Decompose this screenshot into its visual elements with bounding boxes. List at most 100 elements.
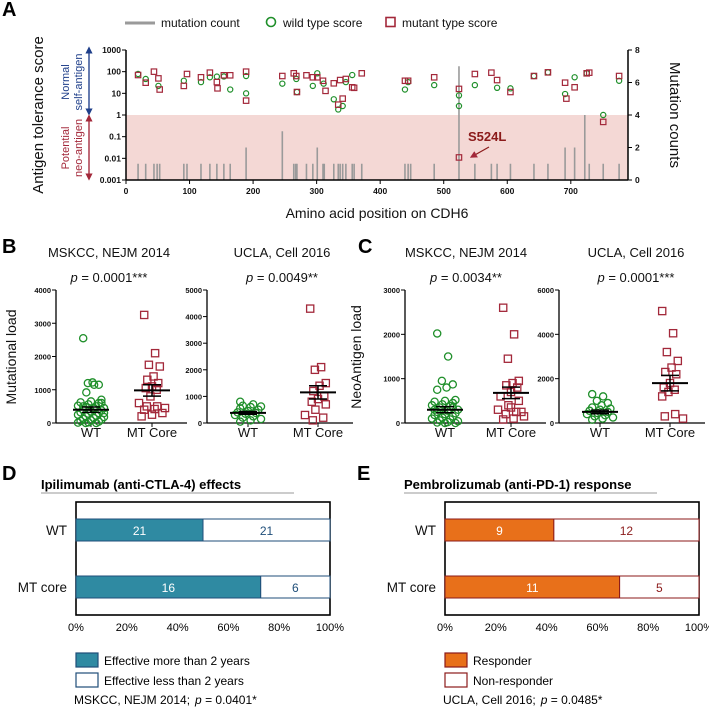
mutant-type-point (530, 72, 538, 80)
p-value-text: = 0.0049** (253, 270, 318, 285)
x-tick-label: 20% (116, 622, 138, 634)
y-tick-label: 0 (550, 419, 554, 428)
y-tick-label: 6000 (537, 286, 554, 295)
wt-point (83, 378, 93, 388)
legend-wild-label: wild type score (282, 16, 363, 30)
y-tick-label: 3000 (34, 319, 51, 328)
mt-point (318, 413, 328, 422)
mt-point (501, 409, 511, 419)
mutant-type-point (313, 73, 321, 81)
category-label: MT Core (293, 425, 343, 440)
panel-label-d: D (2, 463, 16, 485)
mutant-type-point (334, 101, 342, 108)
subplot-title: UCLA, Cell 2016 (234, 245, 331, 260)
mutant-type-point (319, 77, 327, 85)
footnote-source: MSKCC, NEJM 2014; (74, 693, 190, 707)
wt-point (99, 412, 109, 422)
wt-point (437, 376, 447, 386)
bar-value: 16 (162, 581, 176, 595)
panel-a: mutation count wild type score mutant ty… (30, 16, 683, 221)
subplot-title: UCLA, Cell 2016 (588, 245, 685, 260)
bar-value: 21 (260, 524, 274, 538)
mutant-type-point (471, 70, 479, 78)
y-tick-label: 0 (47, 419, 51, 428)
panel-label-a: A (2, 0, 16, 21)
p-value-text: = 0.0401* (202, 693, 257, 707)
panel-label-c: C (358, 236, 372, 258)
wild-type-point (493, 84, 501, 92)
wild-type-point (507, 85, 514, 92)
wt-point (443, 352, 453, 361)
mt-point (657, 392, 667, 401)
wt-point (448, 403, 458, 412)
x-tick-label: 100 (182, 186, 196, 196)
wild-type-point (544, 69, 552, 76)
mt-point (150, 348, 160, 358)
wt-point (587, 415, 597, 424)
footnote-source: UCLA, Cell 2016; (443, 693, 536, 707)
legend-swatch-empty (444, 672, 468, 688)
wt-point (582, 409, 592, 419)
mt-point (305, 304, 315, 313)
x-tick-label: 60% (217, 622, 239, 634)
mt-point (504, 401, 513, 410)
x-tick-label: 100% (685, 622, 709, 634)
x-tick-label: 500 (437, 186, 451, 196)
wild-type-point (561, 90, 569, 98)
x-tick-label: 0% (437, 622, 453, 634)
p-symbol: p (429, 270, 437, 285)
mt-point (311, 405, 320, 414)
y-axis-title: Antigen tolerance score (30, 36, 47, 194)
mutant-type-point (142, 79, 149, 86)
mutant-type-point (358, 70, 366, 77)
mutant-type-point (615, 72, 623, 80)
mutant-type-point (507, 88, 514, 96)
mt-point (662, 347, 672, 357)
mutant-type-point (330, 80, 338, 87)
category-label: WT (238, 425, 258, 440)
p-value: p = 0.0001*** (70, 270, 148, 285)
wt-point (256, 414, 266, 424)
panels-de: Ipilimumab (anti-CTLA-4) effects 21 21 WT 16… (18, 477, 709, 707)
category-label: WT (46, 523, 67, 538)
p-symbol: p (597, 270, 605, 285)
x-tick-label: 20% (485, 622, 507, 634)
footnote: UCLA, Cell 2016; p = 0.0485* (443, 693, 603, 707)
y-tick-label: 4000 (34, 286, 51, 295)
mt-point (139, 310, 149, 320)
category-label: WT (81, 425, 101, 440)
wild-type-point (227, 86, 234, 93)
mt-point (667, 363, 676, 372)
annotation-s524l: S524L (468, 129, 506, 144)
p-symbol: p (245, 270, 253, 285)
mutant-type-point (134, 71, 142, 79)
y-tick-label: 0.001 (100, 175, 122, 185)
y-tick-label: 0.01 (104, 153, 121, 163)
x-tick-label: 40% (167, 622, 189, 634)
x-tick-label: 0 (124, 186, 129, 196)
p-symbol: p (194, 693, 202, 707)
y-tick-label: 0 (396, 419, 400, 428)
mutant-type-point (585, 69, 593, 76)
wt-point (248, 400, 258, 409)
p-value-text: = 0.0001*** (78, 270, 148, 285)
bar-value: 11 (526, 581, 539, 595)
wt-point (451, 418, 460, 428)
normal-label-2: self-antigen (73, 54, 85, 111)
y-tick-label: 10 (112, 88, 122, 98)
wt-point (78, 333, 88, 343)
mutant-type-point (303, 71, 310, 79)
c-y-axis-title: NeoAntigen load (348, 305, 364, 409)
mutant-type-point (455, 154, 463, 161)
x-tick-label: 60% (586, 622, 608, 634)
mt-point (498, 303, 508, 312)
wild-type-point (530, 72, 538, 80)
mutant-type-point (322, 87, 329, 95)
subplot-title: MSKCC, NEJM 2014 (48, 245, 170, 260)
bar-segment-effective-less-than-2-years (260, 575, 331, 599)
wild-type-point (349, 71, 356, 79)
bar-segment-effective-less-than-2-years (202, 518, 331, 542)
wt-point (82, 388, 91, 397)
wt-point (246, 416, 255, 425)
